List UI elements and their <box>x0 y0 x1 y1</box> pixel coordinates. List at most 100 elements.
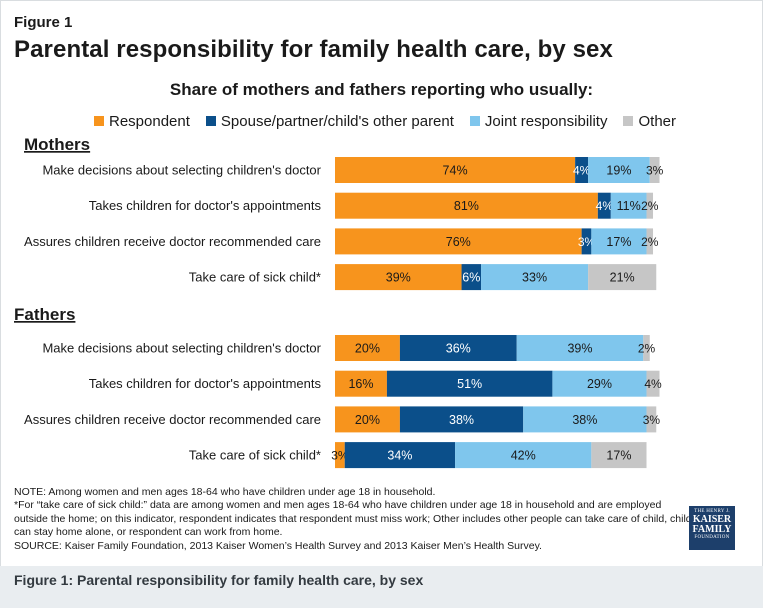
chart-notes: NOTE: Among women and men ages 18-64 who… <box>14 486 694 553</box>
bar-segment-joint <box>552 370 647 397</box>
chart-subtitle: Share of mothers and fathers reporting w… <box>169 80 594 99</box>
bar-segment-respondent <box>335 370 387 397</box>
figure-label: Figure 1 <box>14 14 73 31</box>
logo-line-1: THE HENRY J. <box>694 509 730 514</box>
footer-caption: Figure 1: Parental responsibility for fa… <box>14 572 424 588</box>
data-label-joint: 17% <box>606 235 631 249</box>
bar-segment-joint <box>523 406 647 433</box>
data-label-other: 21% <box>610 271 635 285</box>
legend-item-other: Other <box>623 113 676 130</box>
bar-segment-joint <box>455 442 592 469</box>
logo-line-4: FOUNDATION <box>694 535 730 540</box>
bar-segment-other <box>646 228 654 255</box>
bar-segment-joint <box>591 228 647 255</box>
bar-segment-other <box>649 157 660 183</box>
data-label-spouse: 4% <box>596 199 614 213</box>
data-label-spouse: 4% <box>573 164 591 178</box>
data-label-other: 2% <box>641 235 659 249</box>
bar-segment-joint <box>588 157 650 183</box>
bar-segment-spouse <box>575 157 589 183</box>
data-label-respondent: 20% <box>355 413 380 427</box>
bar-segment-spouse <box>597 192 611 219</box>
legend-label-spouse: Spouse/partner/child's other parent <box>220 112 454 130</box>
bar-segment-spouse <box>386 370 553 397</box>
data-label-other: 3% <box>643 413 661 427</box>
data-label-joint: 11% <box>617 199 641 213</box>
bar-segment-spouse <box>399 335 517 361</box>
legend-swatch-other <box>623 116 634 126</box>
row-label: Takes children for doctor's appointments <box>89 376 322 391</box>
legend: Respondent Spouse/partner/child's other … <box>94 112 692 130</box>
data-label-respondent: 16% <box>348 377 373 391</box>
bar-segment-other <box>646 370 660 397</box>
stacked-bar-chart: Mothers Make decisions about selecting ch… <box>14 135 664 469</box>
legend-item-spouse: Spouse/partner/child's other parent <box>205 112 454 130</box>
footer-band <box>0 566 763 608</box>
data-label-other: 4% <box>644 377 662 391</box>
row-label: Make decisions about selecting children'… <box>42 163 321 178</box>
bar-segment-spouse <box>344 442 456 469</box>
data-label-joint: 42% <box>511 449 536 463</box>
data-label-spouse: 51% <box>457 377 482 391</box>
bar-segment-respondent <box>335 157 576 183</box>
legend-label-joint: Joint responsibility <box>484 112 608 130</box>
logo-line-3: FAMILY <box>692 524 732 535</box>
data-label-respondent: 74% <box>443 164 468 178</box>
data-label-joint: 38% <box>572 413 597 427</box>
data-label-respondent: 20% <box>355 342 380 356</box>
data-label-spouse: 36% <box>446 342 471 356</box>
chart-title: Parental responsibility for family healt… <box>14 36 613 63</box>
data-label-spouse: 38% <box>449 413 474 427</box>
row-label: Takes children for doctor's appointments <box>89 198 322 213</box>
bar-segment-respondent <box>335 192 598 219</box>
data-label-joint: 33% <box>522 271 547 285</box>
row-label: Assures children receive doctor recommen… <box>24 234 321 249</box>
row-label: Take care of sick child* <box>189 448 321 463</box>
bar-segment-spouse <box>399 406 524 433</box>
source-line: SOURCE: Kaiser Family Foundation, 2013 K… <box>14 539 542 552</box>
note-line: NOTE: Among women and men ages 18-64 who… <box>14 486 436 498</box>
row-label: Take care of sick child* <box>189 270 321 285</box>
footnote-line: *For “take care of sick child:” data are… <box>14 499 692 539</box>
bar-segment-other <box>591 442 647 469</box>
bar-segment-respondent <box>335 228 582 255</box>
data-label-joint: 39% <box>567 342 592 356</box>
bar-segment-other <box>643 335 650 361</box>
logo-line-2: KAISER <box>692 514 732 525</box>
group-heading-fathers: Fathers <box>14 305 75 324</box>
legend-swatch-spouse <box>205 116 216 126</box>
bar-segment-other <box>646 406 657 433</box>
group-heading-mothers: Mothers <box>24 135 90 154</box>
data-label-other: 2% <box>641 199 659 213</box>
data-label-respondent: 81% <box>454 199 479 213</box>
legend-swatch-joint <box>469 116 480 126</box>
data-label-respondent: 76% <box>446 235 471 249</box>
bar-segment-spouse <box>581 228 592 255</box>
data-label-other: 3% <box>646 164 664 178</box>
data-label-other: 2% <box>638 342 656 356</box>
data-label-spouse: 34% <box>387 449 412 463</box>
bar-segment-spouse <box>461 264 482 291</box>
data-label-other: 17% <box>606 449 631 463</box>
legend-swatch-respondent <box>94 116 104 126</box>
bar-segment-respondent <box>335 264 462 291</box>
data-label-joint: 29% <box>587 377 612 391</box>
legend-item-joint: Joint responsibility <box>469 112 608 130</box>
bar-segment-joint <box>516 335 644 361</box>
legend-label-other: Other <box>638 112 676 130</box>
bar-segment-joint <box>610 192 647 219</box>
data-label-joint: 19% <box>606 164 631 178</box>
bar-segment-respondent <box>335 406 400 433</box>
kff-logo: THE HENRY J. KAISER FAMILY FOUNDATION <box>689 506 735 550</box>
row-label: Assures children receive doctor recommen… <box>24 412 321 427</box>
bar-segment-respondent <box>335 335 400 361</box>
data-label-spouse: 6% <box>462 271 480 285</box>
bar-segment-other <box>646 192 654 219</box>
data-label-respondent: 39% <box>386 271 411 285</box>
legend-label-respondent: Respondent <box>109 112 190 130</box>
bar-segment-joint <box>481 264 589 291</box>
data-label-respondent: 3% <box>331 449 349 463</box>
data-label-spouse: 3% <box>578 235 596 249</box>
row-label: Make decisions about selecting children'… <box>42 341 321 356</box>
bar-segment-other <box>588 264 657 291</box>
